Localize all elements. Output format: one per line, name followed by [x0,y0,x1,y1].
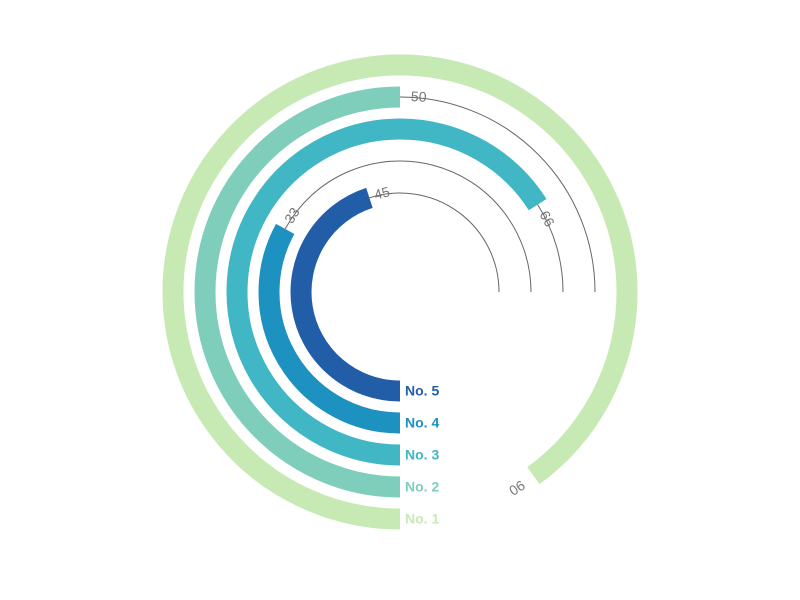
track-5 [369,192,500,293]
category-label-3: No. 3 [405,447,439,463]
category-label-5: No. 5 [405,383,439,399]
value-label-5: 45 [372,183,391,203]
track-3 [537,204,564,293]
bar-3[interactable] [226,118,547,466]
category-label-2: No. 2 [405,479,439,495]
bar-4[interactable] [258,223,401,434]
bar-2[interactable] [194,86,401,498]
track-4 [284,160,532,293]
value-labels-group: 90 50 66 33 45 [281,88,558,499]
bar-5[interactable] [290,187,401,402]
value-label-2: 50 [411,88,428,105]
category-label-1: No. 1 [405,511,439,527]
value-label-1: 90 [506,477,528,499]
track-2 [399,96,596,293]
value-label-4: 33 [281,204,303,226]
category-labels-group: No. 1 No. 2 No. 3 No. 4 No. 5 [405,383,439,527]
category-label-4: No. 4 [405,415,439,431]
background-tracks [284,96,596,293]
value-label-3: 66 [536,208,558,230]
bar-1[interactable] [162,54,638,530]
bars-group [162,54,638,530]
